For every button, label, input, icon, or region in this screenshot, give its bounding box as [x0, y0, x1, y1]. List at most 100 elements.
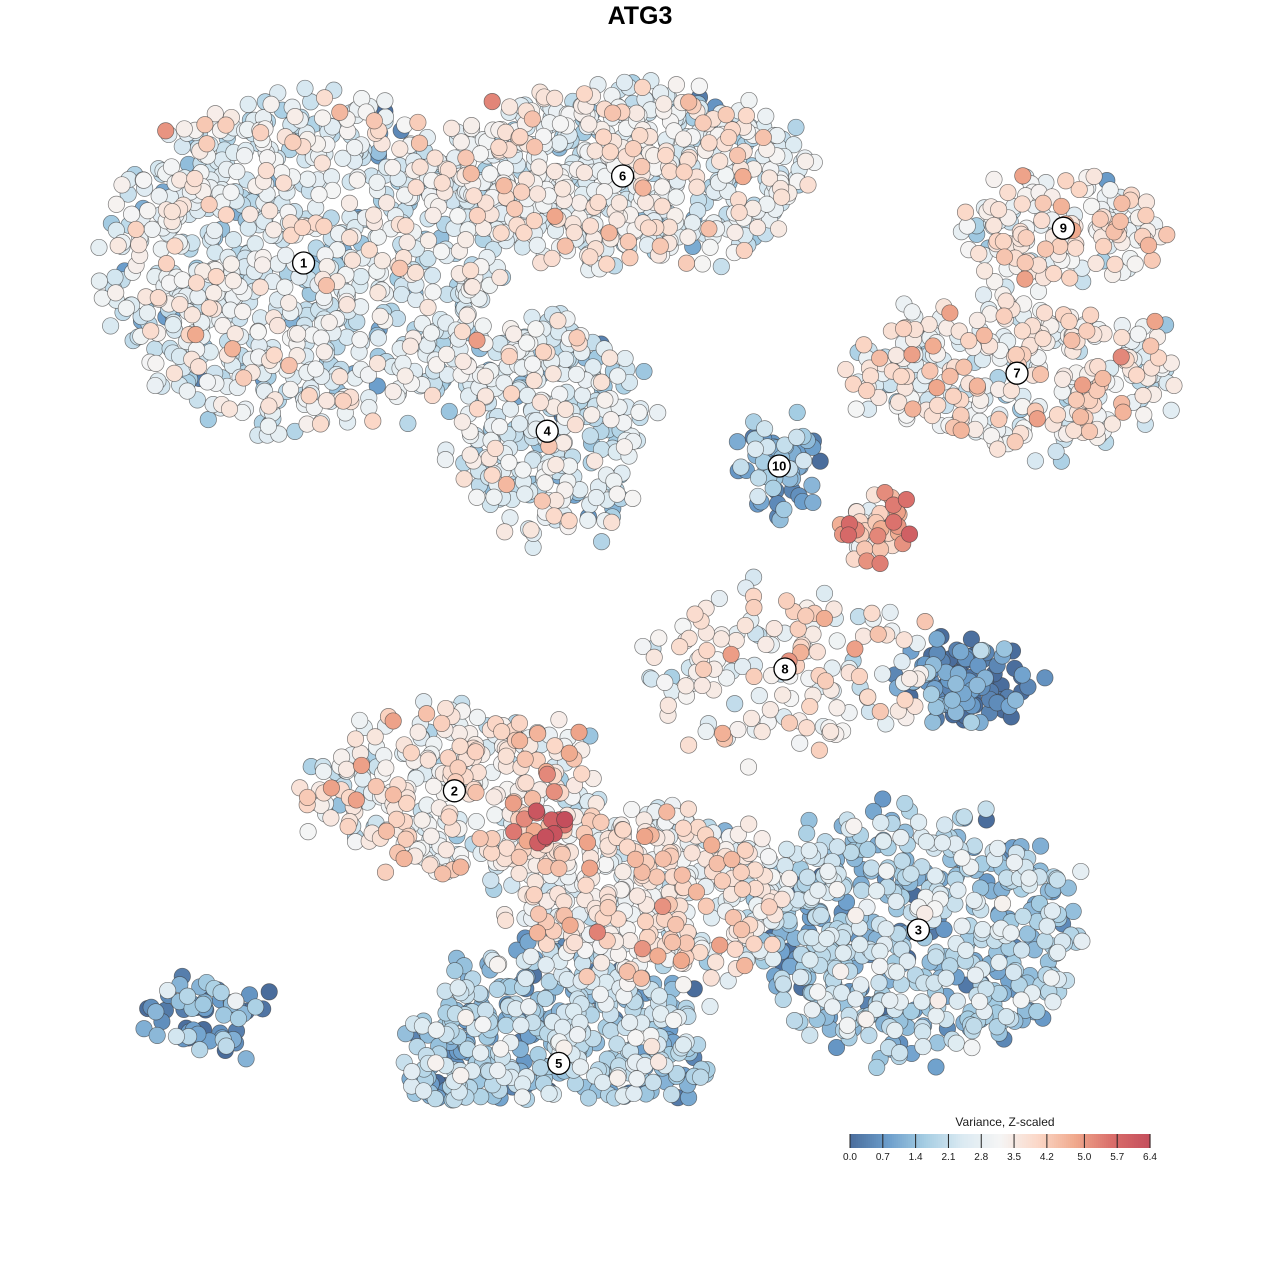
data-point	[774, 686, 792, 704]
data-point	[791, 968, 810, 986]
data-point	[516, 485, 534, 503]
data-point	[260, 983, 278, 1001]
data-point	[870, 974, 888, 992]
data-point	[1165, 376, 1183, 395]
data-point	[616, 349, 634, 368]
data-point	[523, 110, 541, 128]
data-point	[284, 133, 302, 151]
data-point	[619, 233, 637, 251]
data-point	[855, 336, 873, 354]
data-point	[513, 1088, 531, 1106]
data-point	[943, 691, 961, 709]
data-point	[310, 186, 328, 204]
data-point	[106, 268, 124, 286]
data-point	[788, 403, 806, 421]
data-point	[763, 935, 781, 954]
data-point	[458, 306, 476, 324]
data-point	[234, 303, 252, 321]
data-point	[275, 174, 293, 192]
data-point	[252, 124, 270, 142]
data-point	[735, 241, 753, 260]
data-point	[953, 917, 971, 935]
data-point	[1007, 691, 1025, 709]
data-point	[483, 844, 501, 862]
data-point	[851, 935, 869, 954]
data-point	[538, 765, 556, 783]
data-point	[874, 832, 892, 850]
data-point	[589, 193, 607, 212]
data-point	[265, 346, 283, 364]
data-point	[331, 368, 349, 386]
data-point	[322, 809, 340, 827]
data-point	[511, 128, 529, 146]
data-point	[1016, 270, 1034, 288]
data-point	[568, 329, 586, 347]
data-point	[517, 774, 535, 792]
data-point	[947, 675, 965, 693]
data-point	[1087, 254, 1105, 272]
data-point	[650, 629, 668, 647]
data-point	[688, 178, 706, 196]
data-point	[745, 935, 763, 953]
data-point	[1060, 312, 1078, 330]
data-point	[544, 365, 562, 383]
data-point	[695, 660, 713, 678]
data-point	[965, 1017, 983, 1035]
data-point	[419, 751, 437, 769]
data-point	[703, 836, 721, 854]
data-point	[650, 987, 668, 1005]
data-point	[167, 1027, 185, 1045]
data-point	[740, 815, 758, 833]
data-point	[593, 533, 611, 551]
data-point	[276, 278, 294, 296]
data-point	[173, 271, 191, 289]
data-point	[654, 850, 672, 868]
data-point	[615, 438, 633, 456]
data-point	[693, 676, 711, 695]
data-point	[352, 756, 371, 774]
data-point	[401, 337, 419, 355]
data-point	[694, 114, 712, 132]
data-point	[577, 876, 595, 894]
data-point	[749, 469, 768, 487]
data-point	[249, 323, 267, 341]
data-point	[525, 212, 543, 230]
data-point	[868, 882, 886, 900]
data-point	[369, 284, 387, 302]
data-point	[317, 276, 336, 295]
data-point	[952, 643, 970, 661]
data-point	[228, 163, 246, 181]
data-point	[102, 317, 120, 335]
data-point	[485, 788, 503, 806]
data-point	[874, 790, 892, 808]
data-point	[198, 373, 216, 391]
data-point	[432, 242, 450, 260]
data-point	[334, 392, 352, 410]
data-point	[1143, 251, 1161, 269]
data-point	[819, 862, 837, 880]
data-point	[633, 158, 651, 176]
data-point	[1052, 197, 1070, 215]
data-point	[525, 372, 543, 390]
data-point	[536, 474, 554, 492]
data-point	[697, 722, 715, 740]
data-point	[1054, 370, 1072, 388]
data-point	[501, 400, 520, 418]
data-point	[645, 648, 663, 666]
data-point	[510, 864, 528, 883]
data-point	[822, 722, 840, 741]
data-point	[366, 728, 384, 746]
cluster-label-10: 10	[767, 454, 791, 478]
cluster-label-8: 8	[773, 657, 797, 681]
data-point	[200, 299, 218, 317]
data-point	[415, 1082, 433, 1100]
data-point	[644, 1073, 662, 1091]
data-point	[757, 107, 775, 125]
data-point	[320, 313, 338, 332]
data-point	[871, 957, 889, 975]
data-point	[944, 387, 962, 405]
data-point	[378, 194, 396, 212]
data-point	[722, 645, 740, 663]
data-point	[205, 284, 223, 302]
data-point	[1013, 322, 1031, 340]
